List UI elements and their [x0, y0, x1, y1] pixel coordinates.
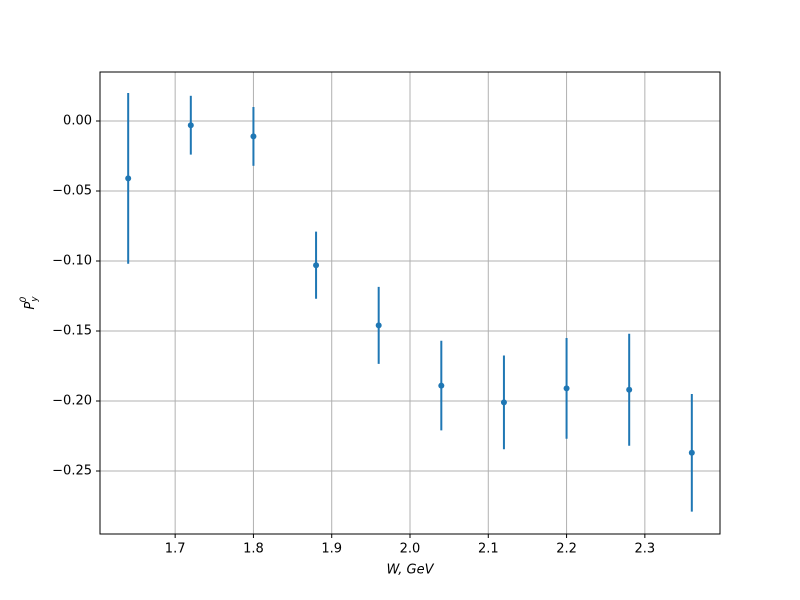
- y-label-base: P: [23, 302, 38, 310]
- x-tick-label: 2.1: [478, 542, 499, 557]
- data-point: [500, 399, 507, 406]
- data-point: [563, 385, 570, 392]
- y-tick-label: −0.10: [52, 254, 92, 269]
- y-tick-label: −0.25: [52, 464, 92, 479]
- x-tick-label: 2.0: [400, 542, 421, 557]
- data-point: [688, 449, 695, 456]
- y-tick-label: −0.20: [52, 394, 92, 409]
- data-point: [313, 262, 320, 269]
- data-point: [187, 122, 194, 129]
- data-point: [125, 175, 132, 182]
- data-point: [438, 382, 445, 389]
- y-tick-label: −0.05: [52, 184, 92, 199]
- x-tick-label: 1.9: [321, 542, 342, 557]
- y-tick-label: −0.15: [52, 324, 92, 339]
- x-tick-label: 2.2: [556, 542, 577, 557]
- y-tick-label: 0.00: [63, 114, 92, 129]
- data-point: [375, 322, 382, 329]
- x-tick-label: 1.8: [243, 542, 264, 557]
- x-tick-label: 2.3: [635, 542, 656, 557]
- y-label-sup: 0: [19, 296, 29, 302]
- plot-frame: [99, 71, 721, 535]
- data-point: [626, 386, 633, 393]
- data-point: [250, 133, 257, 140]
- y-label-sub: y: [30, 296, 40, 303]
- x-axis-label: W, GeV: [386, 563, 434, 578]
- x-tick-label: 1.7: [165, 542, 186, 557]
- y-axis-label: Py0: [19, 296, 40, 310]
